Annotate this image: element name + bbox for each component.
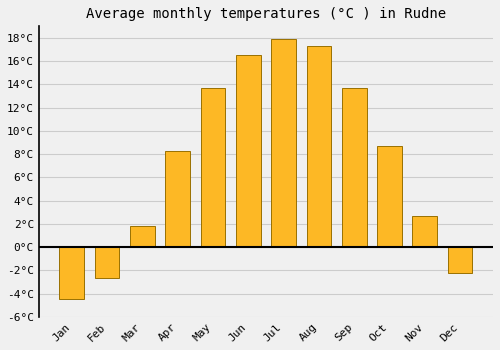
Bar xyxy=(342,88,366,247)
Bar xyxy=(60,247,84,299)
Bar xyxy=(94,247,120,279)
Bar xyxy=(306,46,331,247)
Bar xyxy=(412,216,437,247)
Bar xyxy=(236,55,260,247)
Bar xyxy=(377,146,402,247)
Bar xyxy=(200,88,226,247)
Title: Average monthly temperatures (°C ) in Rudne: Average monthly temperatures (°C ) in Ru… xyxy=(86,7,446,21)
Bar xyxy=(448,247,472,273)
Bar xyxy=(271,39,296,247)
Bar xyxy=(166,150,190,247)
Bar xyxy=(130,226,155,247)
